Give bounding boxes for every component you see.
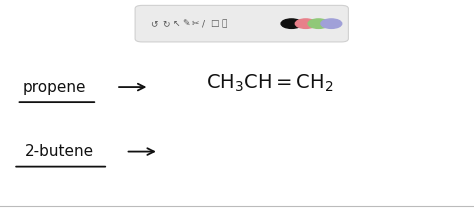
- Circle shape: [321, 19, 342, 28]
- Text: □: □: [210, 19, 219, 28]
- Text: ✎: ✎: [182, 19, 190, 28]
- Circle shape: [308, 19, 329, 28]
- Text: ↖: ↖: [173, 19, 180, 28]
- Circle shape: [281, 19, 302, 28]
- Text: propene: propene: [23, 80, 86, 95]
- Text: ↺: ↺: [150, 19, 158, 28]
- Text: $\mathregular{CH_3CH{=}CH_2}$: $\mathregular{CH_3CH{=}CH_2}$: [206, 73, 334, 95]
- Text: ↻: ↻: [162, 19, 170, 28]
- FancyBboxPatch shape: [135, 5, 348, 42]
- Text: 2-butene: 2-butene: [25, 144, 94, 159]
- Text: ⬜: ⬜: [221, 19, 227, 28]
- Circle shape: [295, 19, 316, 28]
- Text: ✂: ✂: [191, 19, 199, 28]
- Text: /: /: [202, 19, 205, 28]
